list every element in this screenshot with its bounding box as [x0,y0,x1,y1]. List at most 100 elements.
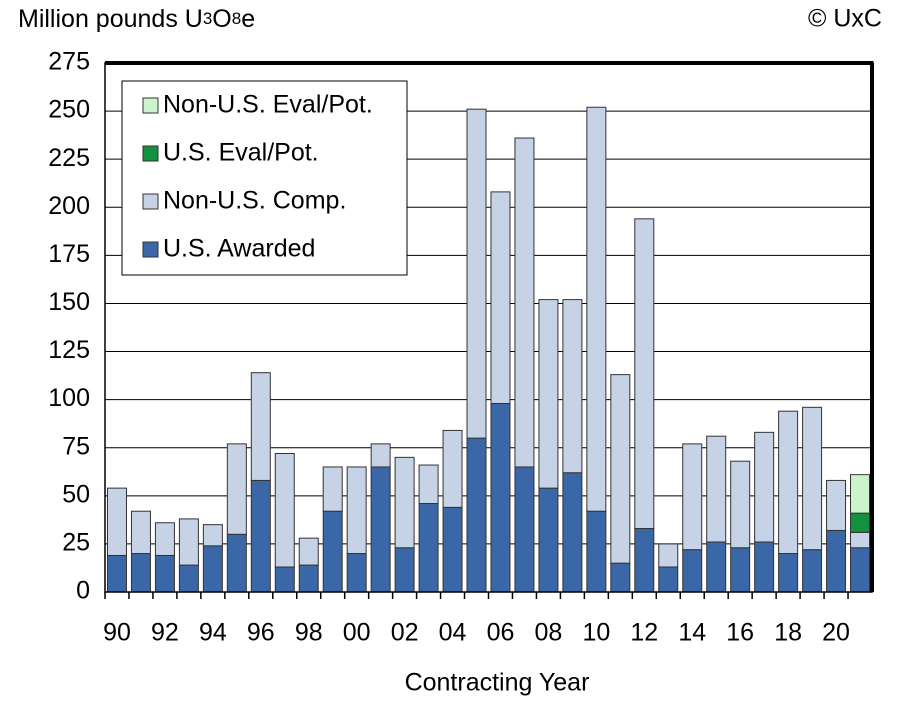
x-tick-label: 06 [487,619,515,647]
bar-segment [178,518,199,566]
bar-segment [850,547,871,593]
legend-swatch [142,97,159,114]
x-tick-label: 10 [582,619,610,647]
bar-segment [826,529,847,593]
bar-segment [514,466,535,593]
bar-segment [850,531,871,549]
legend-box [121,80,408,276]
bar-segment [322,466,343,512]
bar-segment [562,472,583,593]
bar-segment [418,464,439,505]
y-tick-label: 150 [48,288,90,316]
bar-segment [850,512,871,533]
legend-swatch [142,241,159,258]
y-tick-label: 75 [62,432,90,460]
legend-label: U.S. Eval/Pot. [163,139,319,167]
x-tick-label: 08 [535,619,563,647]
legend-label: Non-U.S. Eval/Pot. [163,91,373,119]
chart-title: Million pounds U3O8e [18,5,255,33]
bar-segment [250,372,271,481]
bar-segment [490,191,511,404]
legend-swatch [142,193,159,210]
x-tick-label: 00 [343,619,371,647]
bar-segment [586,106,607,512]
x-tick-label: 96 [247,619,275,647]
legend-label: U.S. Awarded [163,235,315,263]
bar-segment [490,402,511,593]
y-tick-label: 225 [48,144,90,172]
bar-segment [370,466,391,593]
bar-segment [298,564,319,593]
y-tick-label: 50 [62,480,90,508]
x-tick-label: 94 [199,619,227,647]
bar-segment [130,510,151,555]
bar-segment [466,108,487,439]
x-tick-label: 98 [295,619,323,647]
bar-segment [418,503,439,593]
bar-segment [106,487,127,556]
y-tick-label: 175 [48,240,90,268]
bar-segment [154,522,175,556]
y-tick-label: 200 [48,192,90,220]
y-tick-label: 275 [48,48,90,76]
x-tick-label: 02 [391,619,419,647]
x-tick-label: 14 [678,619,706,647]
bar-segment [514,137,535,468]
x-tick-label: 90 [103,619,131,647]
bar-segment [346,466,367,555]
bar-segment [370,443,391,468]
bar-segment [754,431,775,543]
legend: Non-U.S. Eval/Pot. U.S. Eval/Pot. Non-U.S.… [121,80,408,276]
y-tick-label: 125 [48,336,90,364]
bar-segment [106,554,127,593]
bar-segment [706,435,727,543]
bar-segment [778,410,799,555]
bar-segment [250,479,271,593]
x-tick-label: 04 [439,619,467,647]
y-tick-label: 25 [62,529,90,557]
bar-segment [730,460,751,549]
bar-segment [178,564,199,593]
bar-segment [346,553,367,593]
bar-segment [298,537,319,566]
bar-segment [610,374,631,564]
legend-swatch [142,145,159,162]
bar-segment [538,487,559,593]
bar-segment [394,547,415,593]
bar-segment [466,437,487,593]
bar-segment [634,528,655,593]
bar-segment [538,299,559,489]
bar-segment [802,406,823,551]
x-tick-label: 12 [630,619,658,647]
bar-segment [586,510,607,593]
y-tick-label: 100 [48,384,90,412]
bar-segment [802,549,823,593]
legend-label: Non-U.S. Comp. [163,187,346,215]
bar-segment [394,456,415,549]
bar-segment [682,549,703,593]
bar-segment [202,524,223,547]
bar-segment [226,533,247,593]
bar-segment [706,541,727,593]
bar-segment [658,543,679,568]
x-tick-label: 18 [774,619,802,647]
copyright: © UxC [808,5,882,33]
bar-segment [850,474,871,514]
bar-segment [274,452,295,568]
bar-segment [634,218,655,530]
bar-segment [610,562,631,593]
y-tick-label: 250 [48,96,90,124]
bar-segment [130,553,151,593]
bar-segment [274,566,295,593]
bar-segment [562,299,583,474]
x-tick-label: 16 [726,619,754,647]
y-tick-label: 0 [76,577,90,605]
bar-segment [322,510,343,593]
bar-segment [730,547,751,593]
bar-segment [778,553,799,593]
bar-segment [826,479,847,531]
x-tick-label: 20 [822,619,850,647]
bar-segment [442,506,463,593]
x-axis-label: Contracting Year [405,669,590,697]
